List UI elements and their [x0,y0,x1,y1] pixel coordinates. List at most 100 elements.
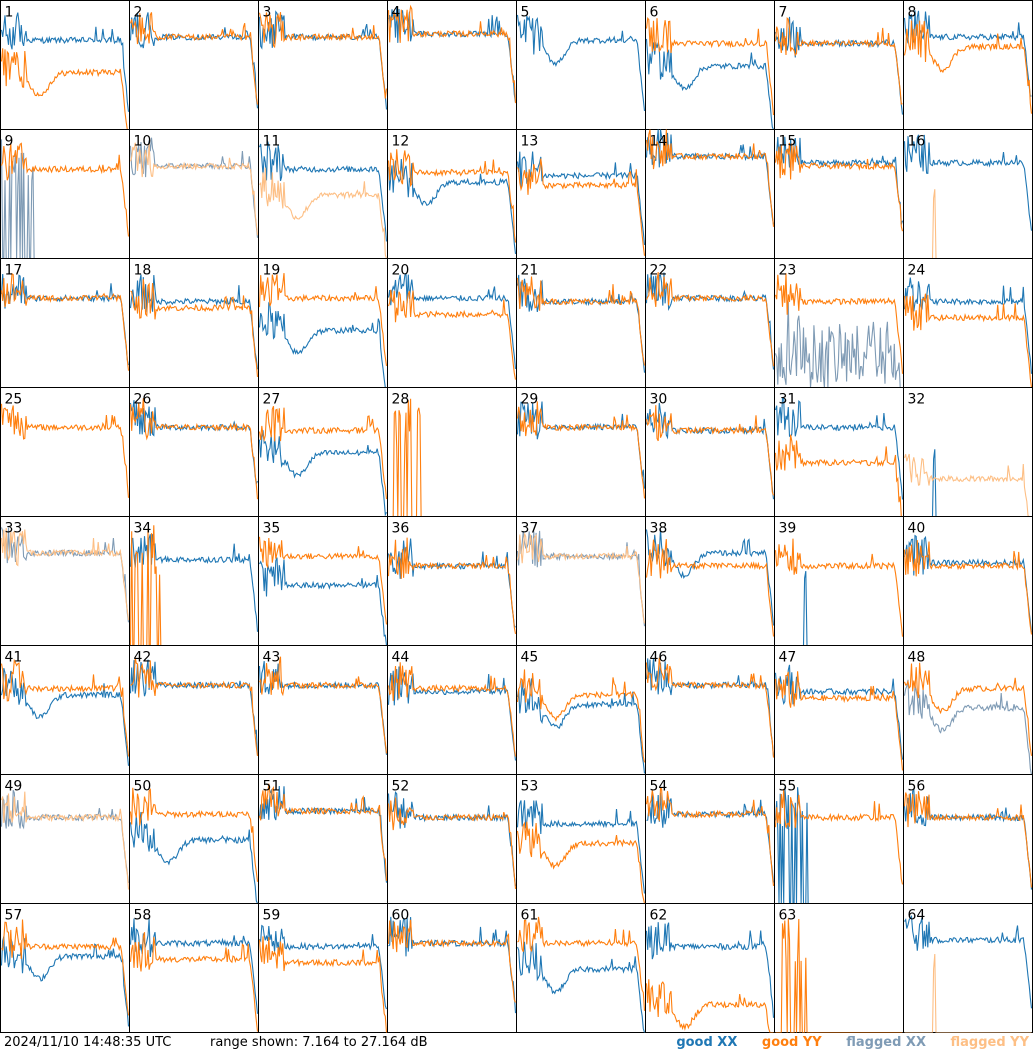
series-yy-good [517,158,646,256]
series-yy-good [129,525,258,646]
panel-frame [516,0,646,130]
series-yy-good [387,919,517,1003]
panel-label: 55 [779,779,797,795]
series-yy-good [387,149,517,243]
series-yy-good [259,656,388,754]
series-yy-good [0,658,130,757]
panel-frame [0,774,130,904]
panel-label: 31 [779,392,797,408]
panel-label: 28 [392,392,410,408]
panel-34: 34 [129,516,259,646]
panel-3: 3 [258,0,388,130]
panel-label: 39 [779,521,797,537]
panel-label: 15 [779,134,797,150]
panel-label: 23 [779,263,797,279]
series-yy-flagged [129,142,259,236]
panel-label: 8 [908,5,917,21]
series-yy-good [516,276,646,366]
series-yy-good [258,936,388,1033]
series-yy-flagged [0,527,130,621]
panel-label: 40 [908,521,926,537]
range-label: range shown: 7.164 to 27.164 dB [210,1035,428,1050]
panel-56: 56 [903,774,1033,904]
series-yy-good [645,786,775,886]
panel-label: 18 [134,263,152,279]
panel-5: 5 [516,0,646,130]
series-xx-good [516,151,646,245]
series-yy-good [645,405,775,496]
panel-frame [0,645,130,775]
panel-frame [516,645,646,775]
panel-label: 59 [263,908,281,924]
panel-frame [774,645,904,775]
panel-label: 53 [521,779,539,795]
panel-frame [258,516,388,646]
legend: good XX good YY flagged XX flagged YY [656,1034,1029,1052]
panel-frame [258,645,388,775]
panel-19: 19 [258,258,388,388]
series-xx-good [774,664,904,760]
series-yy-good [258,536,388,625]
series-yy-good [387,289,517,380]
series-yy-good [516,401,646,499]
series-xx-good [904,915,1033,1009]
panel-42: 42 [129,645,259,775]
panel-frame [645,387,775,517]
series-xx-good [645,402,775,500]
series-xx-good [0,936,130,1027]
panel-label: 7 [779,5,788,21]
panel-38: 38 [645,516,775,646]
series-yy-good [387,662,517,757]
series-yy-flagged [259,167,388,259]
series-yy-good [645,539,775,637]
series-yy-good [129,12,259,105]
panel-41: 41 [0,645,130,775]
panel-frame [903,0,1033,130]
series-yy-good [903,791,1033,888]
panel-label: 20 [392,263,410,279]
series-yy-good [0,403,130,498]
panel-label: 48 [908,650,926,666]
panel-label: 12 [392,134,410,150]
panel-label: 26 [134,392,152,408]
legend-flagged-xx: flagged XX [846,1035,926,1050]
series-yy-good [387,537,517,635]
panel-label: 3 [263,5,272,21]
panel-51: 51 [258,774,388,904]
panel-frame [129,0,259,130]
panel-frame [258,903,388,1033]
series-xx-flagged [0,139,129,259]
panel-label: 51 [263,779,281,795]
panel-label: 22 [650,263,668,279]
series-xx-flagged [774,301,903,388]
series-xx-good [645,922,775,1018]
series-yy-good [387,797,517,889]
panel-61: 61 [516,903,646,1033]
series-yy-good [645,129,775,227]
series-yy-good [774,142,904,232]
panel-9: 9 [0,129,130,259]
panel-47: 47 [774,645,904,775]
series-yy-good [774,434,903,517]
series-yy-good [258,405,388,500]
panel-label: 4 [392,5,401,21]
panel-label: 10 [134,134,152,150]
series-xx-good [387,158,517,254]
panel-label: 42 [134,650,152,666]
series-xx-good [258,430,387,517]
panel-63: 63 [774,903,904,1033]
panel-label: 47 [779,650,797,666]
series-yy-good [903,540,1033,635]
panel-label: 57 [5,908,23,924]
series-xx-good [516,800,646,894]
series-yy-good [0,48,129,130]
series-xx-good [903,10,1032,97]
panel-64: 64 [903,903,1033,1033]
panel-label: 35 [263,521,281,537]
panel-50: 50 [129,774,259,904]
panel-48: 48 [903,645,1033,775]
series-xx-good [774,397,904,500]
series-xx-good [258,141,388,242]
series-xx-good [516,14,646,111]
